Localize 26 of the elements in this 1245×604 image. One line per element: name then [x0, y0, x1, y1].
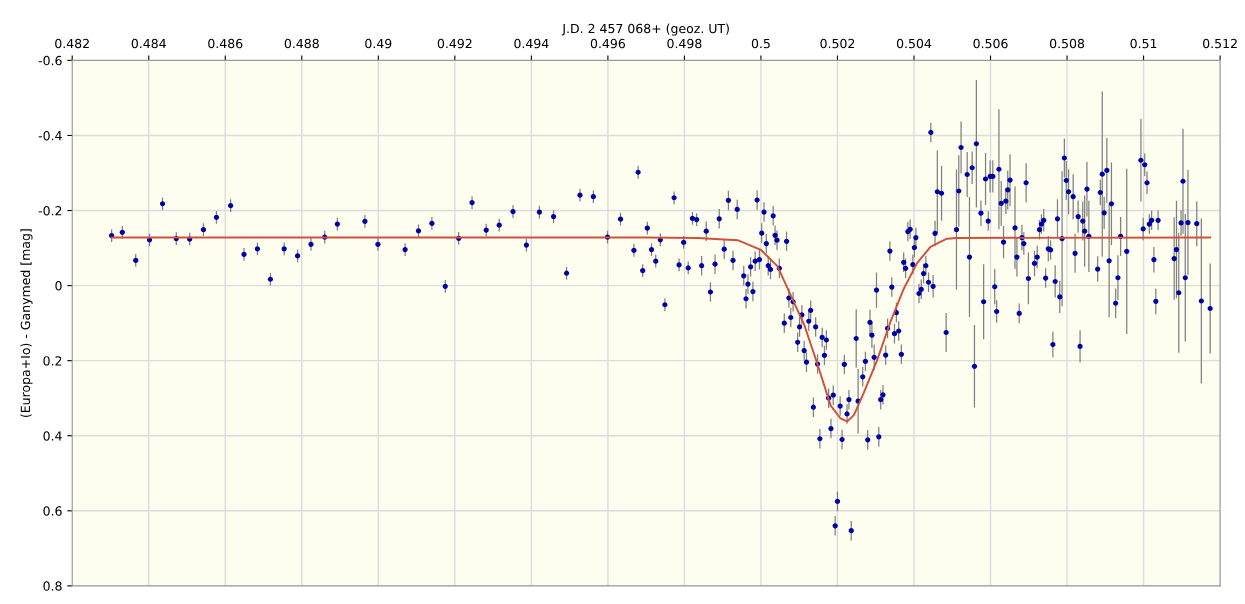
x-tick-label: 0.484	[131, 38, 166, 49]
y-tick-label: -0.4	[38, 130, 62, 141]
x-tick-label: 0.486	[208, 38, 243, 49]
x-tick-label: 0.488	[284, 38, 319, 49]
x-tick-label: 0.512	[1203, 38, 1237, 49]
x-tick-label: 0.494	[514, 38, 549, 49]
x-tick-label: 0.492	[437, 38, 472, 49]
x-axis-title: J.D. 2 457 068+ (geoz. UT)	[561, 23, 729, 36]
x-tick-label: 0.506	[973, 38, 1008, 49]
y-tick-label: 0.6	[43, 506, 62, 516]
y-tick-label: 0.2	[43, 356, 62, 366]
x-tick-label: 0.496	[590, 38, 625, 49]
x-tick-label: 0.498	[667, 38, 702, 49]
y-tick-label: 0.4	[43, 431, 62, 441]
y-tick-label: 0.8	[43, 581, 62, 591]
y-tick-label: -0.2	[38, 206, 62, 216]
x-tick-label: 0.51	[1130, 38, 1157, 49]
y-tick-label: -0.6	[38, 55, 62, 66]
x-tick-label: 0.502	[820, 38, 855, 49]
y-tick-label: 0	[55, 281, 62, 291]
x-tick-label: 0.49	[365, 38, 392, 49]
x-tick-label: 0.504	[896, 38, 932, 49]
x-tick-label: 0.5	[751, 38, 770, 49]
x-tick-label: 0.482	[55, 38, 89, 49]
y-axis-title: (Europa+Io) - Ganymed [mag]	[20, 229, 33, 418]
x-tick-label: 0.508	[1049, 38, 1085, 49]
